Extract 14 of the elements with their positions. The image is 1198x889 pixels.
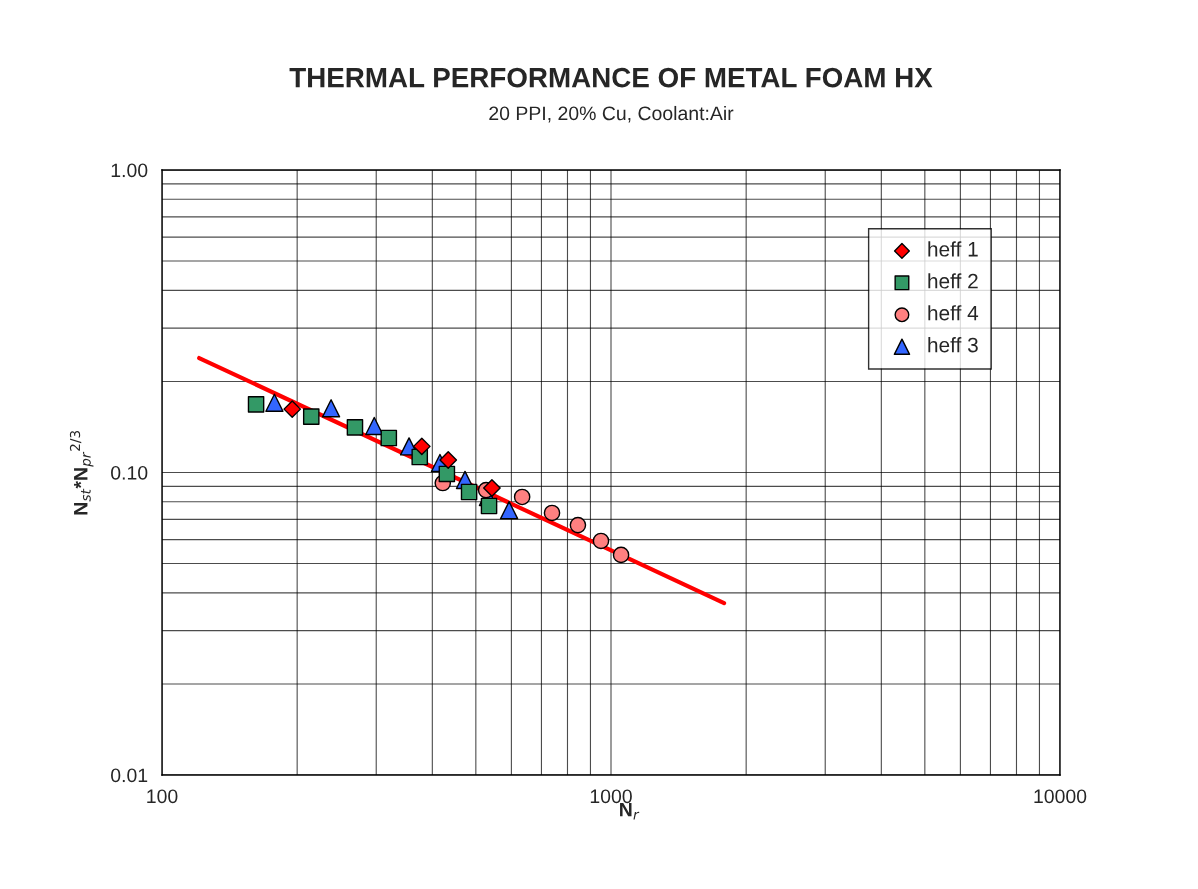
- y-tick-label: 0.10: [111, 465, 148, 480]
- legend-label: heff 1: [928, 241, 978, 257]
- x-tick-label: 1000: [590, 789, 632, 804]
- legend-label: heff 3: [928, 337, 978, 353]
- y-axis-title: N$_{st}$*N$_{pr}$$^{2/3}$: [69, 431, 94, 515]
- chart-title: THERMAL PERFORMANCE OF METAL FOAM HX: [289, 67, 933, 88]
- legend-label: heff 4: [928, 305, 979, 321]
- legend-label: heff 2: [928, 273, 978, 289]
- x-axis-title: N$_{r}$: [620, 802, 640, 820]
- y-tick-label: 0.01: [111, 768, 148, 783]
- chart-subtitle: 20 PPI, 20% Cu, Coolant:Air: [489, 105, 734, 123]
- x-tick-label: 10000: [1034, 789, 1087, 804]
- x-tick-label: 100: [147, 789, 178, 804]
- y-tick-label: 1.00: [111, 163, 148, 178]
